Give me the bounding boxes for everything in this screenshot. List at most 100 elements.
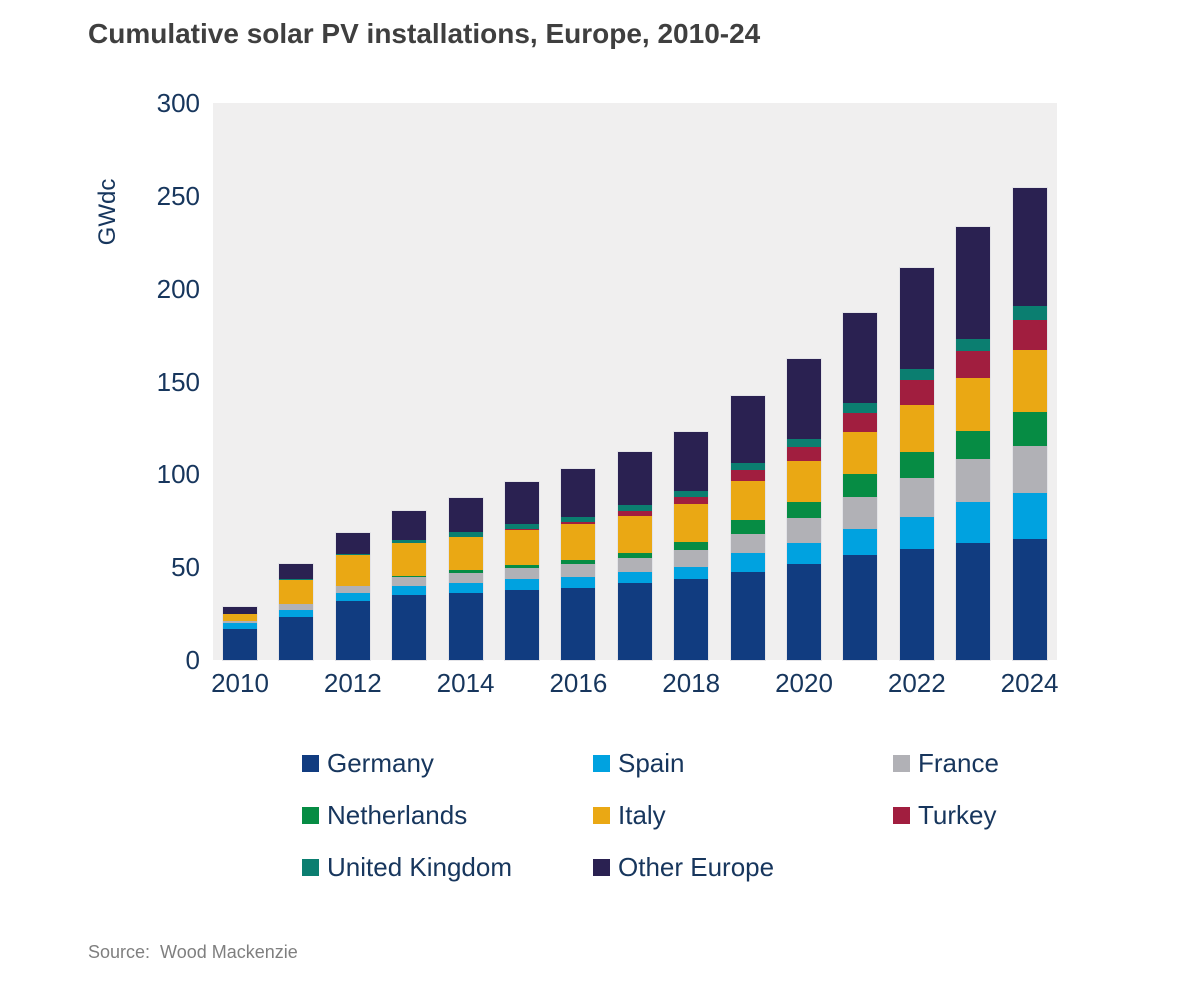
- bar-2019: [730, 396, 765, 660]
- bar-2021: [843, 312, 878, 660]
- legend-label: Netherlands: [327, 799, 468, 830]
- bar-segment-italy-2023: [956, 378, 991, 432]
- bar-segment-italy-2021: [843, 432, 878, 475]
- bar-segment-united-kingdom-2019: [730, 462, 765, 470]
- bar-segment-spain-2021: [843, 528, 878, 556]
- legend-label: Other Europe: [618, 851, 775, 882]
- bar-segment-other-europe-2013: [392, 511, 427, 541]
- legend-swatch-icon: [593, 754, 610, 772]
- bar-segment-italy-2014: [448, 536, 483, 571]
- bar-2014: [448, 498, 483, 660]
- bar-2015: [505, 481, 539, 660]
- bar-segment-other-europe-2018: [674, 431, 709, 492]
- legend-item-united-kingdom: United Kingdom: [302, 852, 512, 882]
- bar-segment-germany-2019: [730, 572, 765, 660]
- bar-segment-spain-2010: [223, 622, 257, 629]
- bar-segment-france-2017: [617, 558, 652, 572]
- bar-segment-united-kingdom-2014: [448, 532, 483, 537]
- bar-segment-turkey-2017: [617, 510, 652, 516]
- bar-segment-italy-2011: [279, 579, 314, 604]
- bar-segment-united-kingdom-2016: [561, 516, 596, 523]
- bar-2018: [674, 431, 709, 660]
- legend-swatch-icon: [302, 806, 319, 824]
- bar-segment-germany-2016: [561, 588, 596, 660]
- y-axis-label: 300: [156, 88, 200, 118]
- legend-swatch-icon: [593, 806, 610, 824]
- bar-segment-italy-2020: [787, 461, 821, 502]
- bar-segment-turkey-2022: [899, 380, 934, 406]
- bar-segment-other-europe-2011: [279, 564, 314, 580]
- bar-segment-italy-2010: [223, 614, 257, 621]
- bar-segment-united-kingdom-2018: [674, 491, 709, 498]
- bar-segment-spain-2023: [956, 501, 991, 543]
- x-axis-label-2010: 2010: [211, 668, 269, 698]
- bar-segment-turkey-2024: [1012, 320, 1047, 351]
- bar-segment-netherlands-2016: [561, 559, 596, 565]
- source-label: Source:: [88, 942, 151, 962]
- x-axis-label-2014: 2014: [436, 668, 495, 698]
- bar-segment-germany-2011: [279, 617, 314, 660]
- bar-segment-germany-2023: [956, 542, 991, 660]
- legend-swatch-icon: [893, 806, 910, 824]
- legend-item-spain: Spain: [593, 748, 685, 778]
- bar-segment-france-2023: [956, 459, 991, 502]
- bar-segment-turkey-2020: [787, 447, 821, 462]
- bar-2012: [335, 532, 370, 660]
- bar-segment-united-kingdom-2012: [335, 553, 370, 555]
- bar-segment-france-2020: [787, 517, 821, 543]
- bar-segment-germany-2022: [899, 548, 934, 660]
- bar-2010: [223, 607, 257, 660]
- bar-segment-spain-2016: [561, 576, 596, 589]
- bar-segment-spain-2018: [674, 566, 709, 580]
- bar-segment-spain-2013: [392, 586, 427, 596]
- bar-segment-netherlands-2018: [674, 542, 709, 551]
- bar-segment-netherlands-2020: [787, 501, 821, 518]
- bar-segment-france-2015: [505, 567, 539, 580]
- bar-segment-united-kingdom-2024: [1012, 306, 1047, 321]
- legend-swatch-icon: [593, 858, 610, 876]
- bar-segment-united-kingdom-2013: [392, 540, 427, 544]
- x-axis-label-2018: 2018: [662, 668, 721, 698]
- bar-segment-france-2010: [223, 620, 257, 623]
- legend-label: Italy: [618, 799, 666, 830]
- bar-segment-spain-2022: [899, 516, 934, 549]
- y-axis-label: 100: [156, 459, 200, 490]
- bar-2022: [899, 268, 934, 660]
- bar-2016: [561, 468, 596, 660]
- bar-segment-france-2013: [392, 577, 427, 587]
- bar-segment-netherlands-2022: [899, 452, 934, 479]
- y-axis-label: 200: [156, 273, 200, 304]
- legend-label: Spain: [618, 747, 685, 778]
- bar-segment-united-kingdom-2017: [617, 504, 652, 511]
- bar-segment-germany-2012: [335, 601, 370, 660]
- bar-segment-other-europe-2021: [843, 312, 878, 404]
- bar-segment-spain-2017: [617, 571, 652, 584]
- bar-segment-italy-2024: [1012, 350, 1047, 412]
- chart-title: Cumulative solar PV installations, Europ…: [88, 18, 761, 49]
- bar-segment-other-europe-2019: [730, 396, 765, 463]
- bar-segment-spain-2019: [730, 553, 765, 573]
- legend-label: Turkey: [918, 799, 997, 830]
- y-axis-label: 50: [171, 552, 200, 583]
- bar-segment-france-2018: [674, 550, 709, 567]
- bar-segment-germany-2017: [617, 583, 652, 660]
- legend-item-germany: Germany: [302, 748, 434, 778]
- y-axis-label: 0: [185, 645, 200, 675]
- legend-item-netherlands: Netherlands: [302, 800, 467, 830]
- legend-item-other-europe: Other Europe: [593, 852, 774, 882]
- bar-segment-spain-2020: [787, 543, 821, 565]
- bar-segment-netherlands-2021: [843, 474, 878, 497]
- bar-segment-other-europe-2012: [335, 532, 370, 554]
- legend-item-turkey: Turkey: [893, 800, 997, 830]
- bar-segment-germany-2018: [674, 579, 709, 660]
- bar-2020: [787, 359, 821, 660]
- bar-segment-turkey-2021: [843, 413, 878, 433]
- bar-segment-netherlands-2015: [505, 564, 539, 568]
- bar-segment-italy-2015: [505, 529, 539, 565]
- bar-segment-italy-2012: [335, 554, 370, 586]
- bar-segment-netherlands-2024: [1012, 411, 1047, 447]
- bar-segment-united-kingdom-2020: [787, 439, 821, 448]
- bar-segment-france-2014: [448, 572, 483, 584]
- bar-segment-italy-2017: [617, 515, 652, 553]
- bar-segment-germany-2021: [843, 555, 878, 660]
